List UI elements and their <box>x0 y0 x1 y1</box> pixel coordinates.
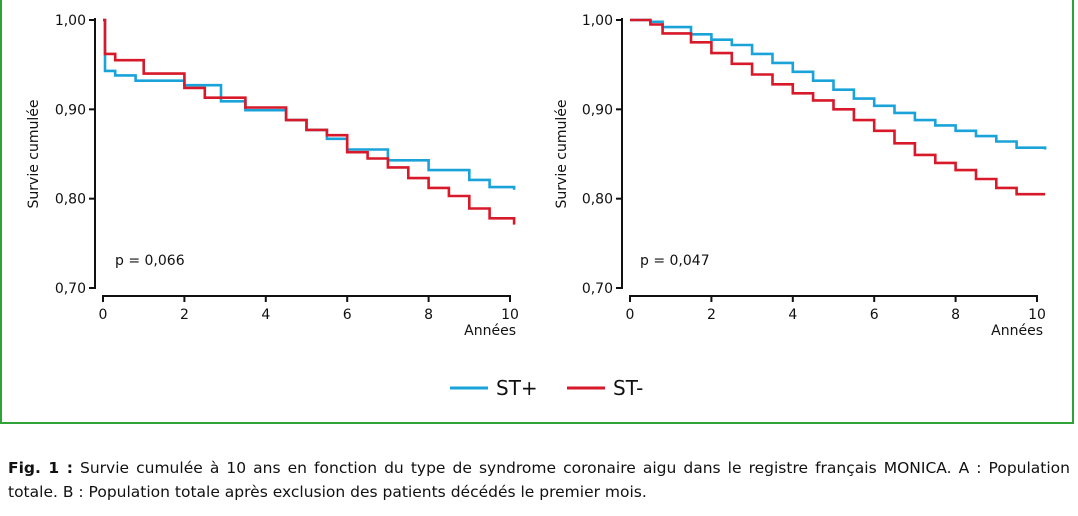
series-line-st-minus <box>103 18 516 225</box>
x-tick-label: 8 <box>951 307 960 323</box>
y-tick-label: 1,00 <box>55 13 86 29</box>
figure-caption: Fig. 1 : Survie cumulée à 10 ans en fonc… <box>8 456 1070 504</box>
y-tick-label: 0,70 <box>582 281 613 297</box>
y-tick-label: 0,90 <box>582 102 613 118</box>
p-value-annotation: p = 0,047 <box>640 253 710 269</box>
y-tick-label: 0,70 <box>55 281 86 297</box>
x-tick-label: 10 <box>1028 307 1046 323</box>
x-tick-label: 0 <box>626 307 635 323</box>
legend-label: ST+ <box>496 376 538 400</box>
x-tick-label: 10 <box>501 307 519 323</box>
series-line-st-plus <box>103 18 516 190</box>
figure-frame <box>0 0 1074 424</box>
x-axis-title: Années <box>991 323 1043 339</box>
caption-text: Survie cumulée à 10 ans en fonction du t… <box>8 459 1070 501</box>
series-line-st-minus <box>630 18 1046 196</box>
y-tick-label: 1,00 <box>582 13 613 29</box>
y-axis-title: Survie cumulée <box>554 100 570 209</box>
x-tick-label: 6 <box>870 307 879 323</box>
x-tick-label: 6 <box>343 307 352 323</box>
y-tick-label: 0,80 <box>582 192 613 208</box>
x-tick-label: 4 <box>261 307 270 323</box>
x-tick-label: 2 <box>707 307 716 323</box>
y-tick-label: 0,90 <box>55 102 86 118</box>
x-tick-label: 0 <box>99 307 108 323</box>
y-axis-title: Survie cumulée <box>26 100 42 209</box>
x-axis-title: Années <box>464 323 516 339</box>
x-tick-label: 8 <box>424 307 433 323</box>
caption-lead: Fig. 1 : <box>8 459 73 477</box>
y-tick-label: 0,80 <box>55 192 86 208</box>
p-value-annotation: p = 0,066 <box>115 253 185 269</box>
legend: ST+ ST- <box>450 376 643 400</box>
x-tick-label: 4 <box>788 307 797 323</box>
x-tick-label: 2 <box>180 307 189 323</box>
legend-label: ST- <box>613 376 643 400</box>
series-line-st-plus <box>630 18 1047 150</box>
